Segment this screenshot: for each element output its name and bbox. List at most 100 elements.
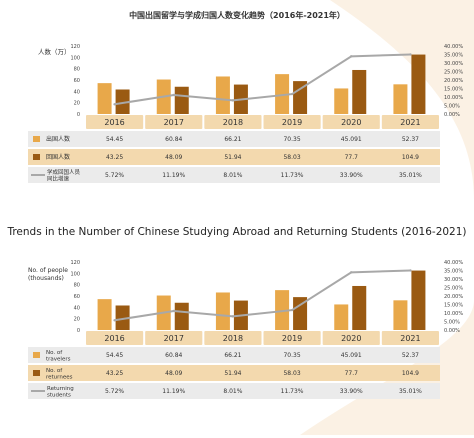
table-value-travelers: 45.091 [341,136,362,143]
bar-returnees [115,305,130,330]
y-axis-label: No. of people [28,267,68,274]
table-value-travelers: 60.84 [165,136,182,143]
growth-point [231,99,235,102]
y-tick-label: 0 [77,328,80,334]
year-label: 2019 [282,334,302,343]
y2-tick-label: 5.00% [444,104,460,110]
year-cell [204,331,262,345]
y-tick-label: 120 [70,260,80,266]
legend-label-returnees: No. of [46,368,63,374]
legend-swatch-travelers [33,352,40,358]
table-value-returnees: 77.7 [345,370,359,377]
table-value-returnees: 104.9 [402,370,419,377]
chart-en: No. of people(thousands) 0 20 40 60 80 100 120 0… [28,260,463,399]
legend-label-travelers: No. of [46,350,63,356]
table-value-travelers: 54.45 [106,352,123,359]
year-label: 2016 [104,334,124,343]
bar-returnees [352,69,367,114]
y-tick-label: 80 [74,67,80,73]
table-row-travelers [28,347,440,363]
bar-returnees [293,297,308,330]
y2-tick-label: 10.00% [444,95,463,101]
year-cell [322,331,380,345]
chart-zh: 人数（万） 0 20 40 60 80 100 120 0.00% 5.00% 10.00% 15.0… [28,44,463,183]
growth-point [350,55,353,58]
y-tick-label: 120 [70,44,80,50]
table-value-growth: 33.90% [340,172,363,179]
table-value-returnees: 43.25 [106,154,123,161]
table-value-travelers: 52.37 [402,136,419,143]
legend-label-returnees-2: returnees [46,375,73,381]
table-value-returnees: 58.03 [283,154,300,161]
y2-tick-label: 30.00% [444,61,463,67]
y2-tick-label: 0.00% [444,328,460,334]
growth-point [290,92,294,96]
y2-tick-label: 5.00% [444,320,460,326]
growth-point [231,315,235,318]
table-value-travelers: 54.45 [106,136,123,143]
table-value-growth: 11.19% [162,388,185,395]
growth-point [172,93,175,97]
y2-tick-label: 15.00% [444,303,463,309]
table-value-growth: 35.01% [399,388,422,395]
table-row-travelers [28,131,440,147]
table-value-travelers: 66.21 [224,352,241,359]
bar-travelers [393,300,408,330]
chart-title-zh: 中国出国留学与学成归国人数变化趋势（2016年-2021年） [129,11,345,20]
table-value-growth: 5.72% [105,388,124,395]
table-row-growth [28,383,440,399]
growth-point [113,319,116,322]
year-cell [86,331,144,345]
legend-label-growth: Returning [47,386,74,392]
y-tick-label: 40 [74,89,80,95]
y-axis-label: 人数（万） [38,47,71,56]
growth-point [409,269,412,272]
y2-tick-label: 35.00% [444,53,463,59]
year-cell [381,331,439,345]
bar-returnees [174,86,189,114]
y2-tick-label: 25.00% [444,70,463,76]
year-cell [263,115,321,129]
legend-label-growth-2: students [47,393,71,399]
y2-tick-label: 0.00% [444,112,460,118]
year-label: 2021 [400,334,420,343]
bar-travelers [215,292,230,330]
table-value-returnees: 58.03 [283,370,300,377]
table-row-returnees [28,365,440,381]
year-cell [322,115,380,129]
year-cell [86,115,144,129]
table-value-travelers: 66.21 [224,136,241,143]
year-label: 2016 [104,118,124,127]
bar-travelers [97,299,112,330]
legend-swatch-travelers [33,136,40,142]
table-value-growth: 11.73% [281,172,304,179]
year-cell [204,115,262,129]
bar-travelers [275,74,290,114]
bar-returnees [174,302,189,330]
bar-returnees [115,89,130,114]
table-value-returnees: 48.09 [165,154,182,161]
y2-tick-label: 20.00% [444,78,463,84]
y2-tick-label: 30.00% [444,277,463,283]
bar-travelers [334,88,349,114]
table-value-returnees: 104.9 [402,154,419,161]
y-tick-label: 20 [74,101,80,107]
year-label: 2018 [223,118,243,127]
growth-point [409,53,412,56]
y2-tick-label: 25.00% [444,286,463,292]
bar-travelers [275,290,290,330]
bar-returnees [411,54,426,114]
y-tick-label: 20 [74,317,80,323]
table-value-returnees: 48.09 [165,370,182,377]
table-value-growth: 8.01% [223,172,242,179]
table-value-returnees: 43.25 [106,370,123,377]
year-label: 2017 [164,118,184,127]
y2-tick-label: 15.00% [444,87,463,93]
table-row-growth [28,167,440,183]
table-value-travelers: 70.35 [283,136,300,143]
legend-label-travelers: 出国人数 [46,135,70,143]
y-tick-label: 100 [70,55,80,61]
y2-tick-label: 35.00% [444,269,463,275]
y-tick-label: 80 [74,283,80,289]
bar-returnees [293,81,308,114]
